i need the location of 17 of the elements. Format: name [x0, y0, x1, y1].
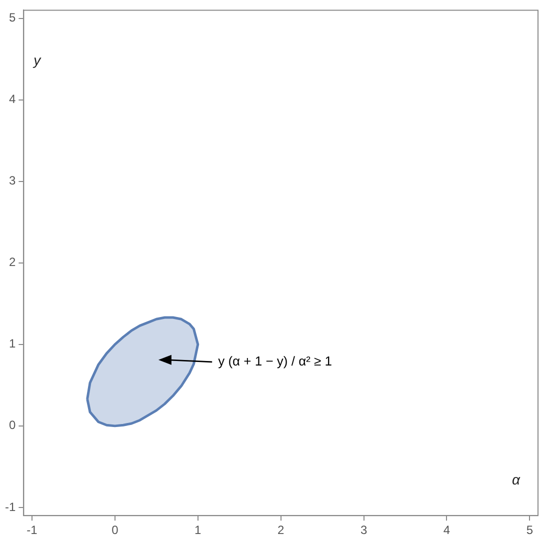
- y-tick-label: 3: [8, 174, 16, 188]
- y-tick-label: 4: [8, 92, 16, 106]
- y-tick-label: 2: [8, 255, 16, 270]
- x-tick-label: 1: [194, 523, 202, 538]
- x-tick-label: 2: [277, 523, 284, 538]
- annotation: y (α + 1 − y) / α² ≥ 1: [218, 354, 332, 369]
- y-tick-label: -1: [5, 500, 16, 514]
- x-axis-title: α: [512, 471, 522, 488]
- x-tick-label: 5: [526, 523, 534, 538]
- y-tick-label: 0: [8, 418, 16, 432]
- x-tick-label: -1: [26, 523, 38, 538]
- y-tick-label: 5: [8, 10, 16, 25]
- y-tick-label: 1: [8, 336, 16, 351]
- x-tick-label: 3: [360, 523, 368, 538]
- x-tick-label: 4: [443, 523, 450, 538]
- x-tick-label: 0: [112, 523, 119, 538]
- y-axis-title: y: [32, 52, 42, 68]
